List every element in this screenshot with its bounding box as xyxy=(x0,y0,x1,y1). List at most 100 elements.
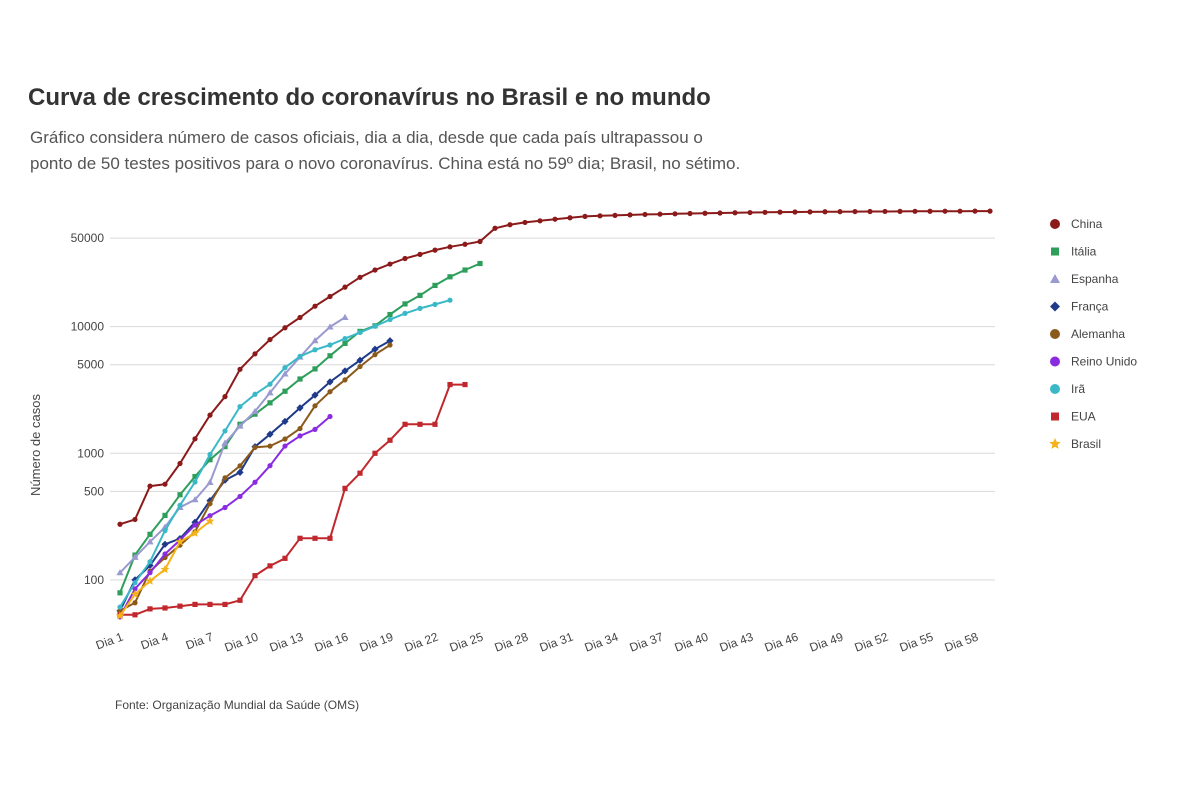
legend-label-franca: França xyxy=(1071,300,1109,314)
legend-item-reino-unido: Reino Unido xyxy=(1050,355,1137,369)
point-alemanha xyxy=(267,443,273,449)
line-franca xyxy=(119,339,391,612)
legend-marker-ira xyxy=(1050,384,1060,394)
point-alemanha xyxy=(372,352,378,358)
series-ira xyxy=(117,297,453,610)
point-reino-unido xyxy=(267,463,273,469)
point-eua xyxy=(402,421,408,427)
point-china xyxy=(597,213,603,219)
point-franca xyxy=(266,430,274,438)
legend-item-ira: Irã xyxy=(1050,382,1085,396)
point-alemanha xyxy=(312,403,318,409)
x-tick-label: Dia 22 xyxy=(403,630,441,655)
point-ira xyxy=(417,305,423,311)
point-eua xyxy=(162,605,168,611)
series-lines xyxy=(115,208,993,620)
point-china xyxy=(642,211,648,218)
point-eua xyxy=(297,535,303,541)
legend-marker-reino-unido xyxy=(1050,356,1060,367)
point-ira xyxy=(207,451,213,458)
point-reino-unido xyxy=(282,443,288,449)
legend-label-ira: Irã xyxy=(1071,382,1085,396)
legend-item-espanha: Espanha xyxy=(1050,272,1119,286)
point-italia xyxy=(267,400,273,406)
point-reino-unido xyxy=(297,433,303,439)
x-tick-label: Dia 52 xyxy=(853,630,891,655)
x-tick-label: Dia 1 xyxy=(94,630,125,653)
point-eua xyxy=(222,601,228,608)
x-tick-label: Dia 34 xyxy=(583,630,621,655)
point-brasil xyxy=(205,516,215,525)
legend-label-italia: Itália xyxy=(1071,245,1097,259)
legend-item-italia: Itália xyxy=(1051,245,1097,259)
point-eua xyxy=(387,437,393,443)
x-tick-label: Dia 16 xyxy=(313,630,351,655)
point-china xyxy=(552,216,558,222)
point-china xyxy=(252,351,258,357)
point-ira xyxy=(447,297,453,303)
legend-marker-franca xyxy=(1050,301,1060,312)
point-reino-unido xyxy=(312,426,318,433)
point-eua xyxy=(267,563,273,569)
legend-item-eua: EUA xyxy=(1051,410,1096,424)
point-italia xyxy=(342,340,348,346)
point-eua xyxy=(357,470,363,476)
point-italia xyxy=(222,444,228,450)
point-italia xyxy=(387,311,393,318)
point-alemanha xyxy=(387,342,393,348)
point-ira xyxy=(162,528,168,534)
x-axis-ticks: Dia 1 Dia 4 Dia 7 Dia 10 Dia 13 Dia 16 Dia 19 D… xyxy=(94,630,980,655)
series-china xyxy=(117,208,993,527)
legend-label-brasil: Brasil xyxy=(1071,437,1101,451)
point-alemanha xyxy=(342,377,348,383)
point-franca xyxy=(236,468,244,476)
point-italia xyxy=(417,292,423,298)
point-china xyxy=(957,208,963,214)
point-china xyxy=(147,483,153,489)
point-espanha xyxy=(146,538,154,545)
point-china xyxy=(627,212,633,218)
legend-marker-brasil xyxy=(1049,438,1061,449)
point-china xyxy=(537,218,543,224)
point-alemanha xyxy=(222,475,228,481)
legend-item-alemanha: Alemanha xyxy=(1050,327,1125,341)
point-china xyxy=(927,208,933,214)
source-note: Fonte: Organização Mundial da Saúde (OMS… xyxy=(115,698,360,712)
point-alemanha xyxy=(117,608,123,614)
point-china xyxy=(372,267,378,273)
point-china xyxy=(117,521,123,527)
point-china xyxy=(387,261,393,267)
legend-label-espanha: Espanha xyxy=(1071,272,1119,286)
point-eua xyxy=(132,612,138,618)
x-tick-label: Dia 46 xyxy=(763,630,801,655)
point-china xyxy=(732,210,738,216)
x-tick-label: Dia 43 xyxy=(718,630,756,655)
point-china xyxy=(237,366,243,372)
point-alemanha xyxy=(132,600,138,606)
point-china xyxy=(267,336,273,343)
y-axis-label: Número de casos xyxy=(28,394,43,496)
point-ira xyxy=(267,381,273,387)
point-eua xyxy=(177,603,183,609)
point-reino-unido xyxy=(327,413,333,420)
point-china xyxy=(702,210,708,216)
point-italia xyxy=(447,274,453,280)
point-franca xyxy=(161,540,169,548)
point-italia xyxy=(162,512,168,519)
point-eua xyxy=(282,555,288,561)
legend-marker-china xyxy=(1050,219,1060,229)
point-espanha xyxy=(206,478,214,485)
point-espanha xyxy=(116,569,124,576)
point-china xyxy=(192,436,198,442)
point-eua xyxy=(147,606,153,612)
point-espanha xyxy=(281,370,289,377)
point-china xyxy=(822,209,828,215)
point-china xyxy=(462,241,468,247)
point-ira xyxy=(282,365,288,371)
point-italia xyxy=(297,376,303,382)
point-eua xyxy=(342,485,348,491)
point-ira xyxy=(117,604,123,610)
legend-marker-espanha xyxy=(1050,274,1060,283)
point-china xyxy=(762,209,768,215)
